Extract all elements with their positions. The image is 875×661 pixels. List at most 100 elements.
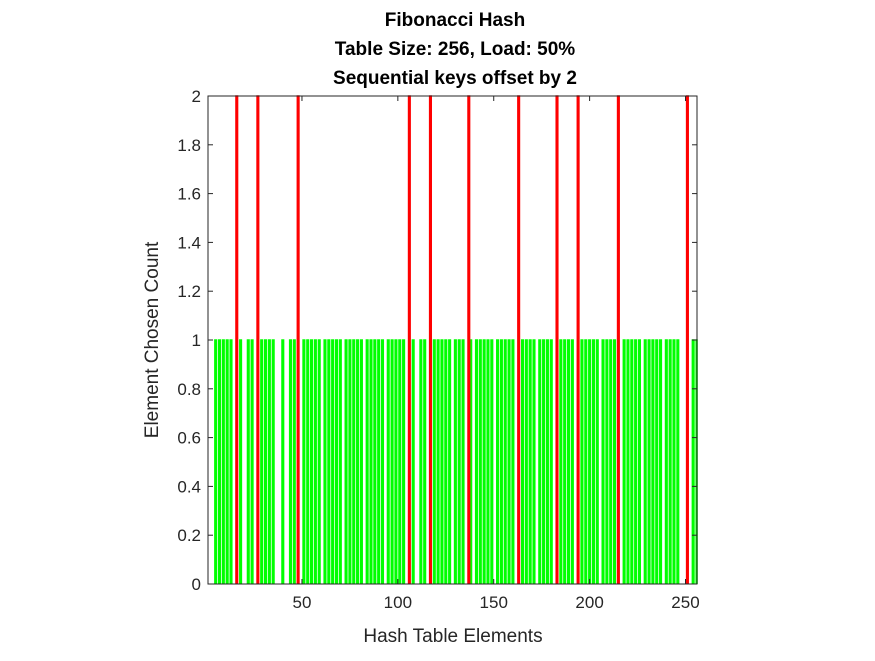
bar-series-1-x-84: [365, 339, 369, 584]
bar-series-1-x-231: [647, 339, 651, 584]
bar-series-2-x-194: [576, 95, 580, 584]
bar-series-1-x-254: [691, 339, 695, 584]
bar-series-1-x-156: [503, 339, 507, 584]
x-tick-label-200: 200: [575, 593, 603, 612]
bar-series-1-x-202: [591, 339, 595, 584]
bar-series-1-x-125: [444, 339, 448, 584]
bar-series-1-x-149: [490, 339, 494, 584]
bar-series-1-x-147: [486, 339, 490, 584]
bar-series-1-x-187: [563, 339, 567, 584]
bar-series-1-x-121: [436, 339, 440, 584]
bar-series-1-x-44: [288, 339, 293, 584]
bar-series-1-x-178: [545, 339, 549, 584]
bar-series-1-x-66: [331, 339, 335, 584]
bar-series-1-x-40: [281, 339, 285, 584]
bar-series-2-x-106: [407, 95, 411, 584]
y-tick-label-9: 1.8: [177, 136, 201, 155]
y-tick-label-10: 2: [192, 87, 201, 106]
y-tick-label-4: 0.8: [177, 380, 201, 399]
bar-series-2-x-183: [555, 95, 559, 584]
bar-series-2-x-48: [296, 95, 300, 584]
bar-series-1-x-169: [528, 339, 532, 584]
bar-series-1-x-171: [532, 339, 536, 584]
bar-series-1-x-103: [402, 339, 406, 584]
bar-series-2-x-117: [428, 95, 432, 584]
bar-series-1-x-5: [214, 339, 218, 584]
bar-series-1-x-22: [246, 339, 250, 584]
bar-series-1-x-220: [626, 339, 630, 584]
bar-series-1-x-92: [380, 339, 385, 584]
y-tick-label-7: 1.4: [177, 233, 201, 252]
bar-series-2-x-137: [467, 95, 471, 584]
bar-series-1-x-77: [352, 339, 356, 584]
bar-series-1-x-204: [595, 339, 599, 584]
bar-series-1-x-68: [334, 339, 339, 584]
bar-series-1-x-143: [478, 339, 482, 584]
bar-series-1-x-224: [634, 339, 638, 584]
bar-series-1-x-101: [398, 339, 402, 584]
bar-series-1-x-165: [520, 339, 525, 584]
bar-series-1-x-29: [260, 339, 264, 584]
bar-series-1-x-222: [630, 339, 634, 584]
y-tick-label-1: 0.2: [177, 526, 201, 545]
bar-series-1-x-18: [239, 339, 243, 584]
y-tick-label-0: 0: [192, 575, 201, 594]
chart-title-line-3: Sequential keys offset by 2: [333, 68, 577, 89]
bar-series-2-x-215: [616, 95, 620, 584]
bar-series-1-x-207: [601, 339, 605, 584]
bar-series-1-x-13: [229, 339, 233, 584]
axes-layer: 50 100 150 200 250 0 0.2 0.4 0.6 0.8 1 1.2 1.4 1.6 1.8…: [177, 87, 699, 612]
x-tick-label-250: 250: [671, 593, 699, 612]
bar-series-1-x-235: [655, 339, 659, 584]
bar-series-2-x-16: [235, 95, 239, 584]
bar-series-1-x-167: [524, 339, 528, 584]
bar-series-1-x-191: [570, 339, 574, 584]
bar-series-1-x-79: [356, 339, 360, 584]
bar-series-2-x-163: [517, 95, 521, 584]
bar-series-1-x-130: [453, 339, 457, 584]
bar-series-1-x-218: [622, 339, 626, 584]
bar-series-1-x-64: [327, 339, 331, 584]
bar-series-1-x-75: [348, 339, 352, 584]
bar-series-1-x-237: [659, 339, 663, 584]
bar-series-1-x-88: [373, 339, 377, 584]
bar-series-1-x-185: [559, 339, 563, 584]
bar-series-1-x-132: [457, 339, 461, 584]
bar-series-1-x-46: [292, 339, 296, 584]
bar-series-1-x-233: [651, 339, 655, 584]
y-tick-label-8: 1.6: [177, 185, 201, 204]
bar-series-1-x-158: [507, 339, 511, 584]
bar-series-1-x-11: [225, 339, 229, 584]
bar-series-1-x-73: [344, 339, 348, 584]
bar-series-1-x-108: [411, 339, 415, 584]
bar-series-1-x-70: [338, 339, 342, 584]
bar-series-2-x-27: [256, 95, 260, 584]
bar-series-1-x-211: [609, 339, 613, 584]
bar-series-1-x-112: [419, 339, 423, 584]
bar-series-1-x-141: [474, 339, 479, 584]
y-axis-label: Element Chosen Count: [142, 241, 163, 438]
bar-series-1-x-160: [511, 339, 515, 584]
bar-series-1-x-209: [605, 339, 609, 584]
bar-series-1-x-90: [377, 339, 381, 584]
bar-series-1-x-134: [461, 339, 465, 584]
bar-series-1-x-226: [637, 339, 642, 584]
chart-title-line-2: Table Size: 256, Load: 50%: [335, 39, 576, 60]
bar-series-1-x-127: [448, 339, 452, 584]
bars-layer: [214, 95, 698, 584]
bar-series-1-x-35: [271, 339, 275, 584]
bar-series-1-x-200: [588, 339, 592, 584]
bar-series-1-x-154: [499, 339, 503, 584]
bar-series-1-x-51: [302, 339, 306, 584]
bar-series-1-x-244: [672, 339, 676, 584]
bar-series-1-x-95: [386, 339, 390, 584]
bar-series-1-x-174: [538, 339, 542, 584]
bar-series-1-x-81: [359, 339, 363, 584]
bar-series-1-x-114: [423, 339, 427, 584]
bar-series-1-x-31: [263, 339, 268, 584]
x-tick-label-100: 100: [384, 593, 412, 612]
x-axis-label: Hash Table Elements: [363, 626, 542, 647]
bar-series-1-x-7: [217, 339, 222, 584]
bar-series-1-x-189: [566, 339, 571, 584]
